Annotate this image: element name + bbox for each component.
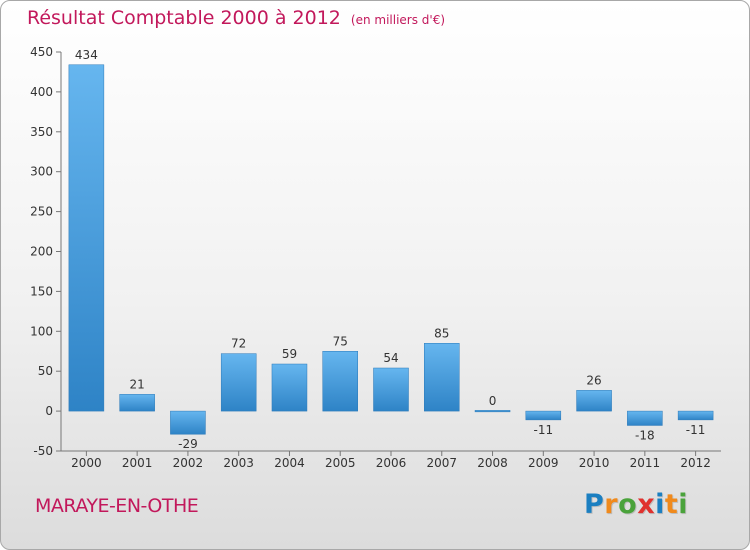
y-tick-label: -50 [33, 444, 53, 458]
x-tick-label: 2011 [630, 456, 661, 470]
x-tick-label: 2008 [477, 456, 508, 470]
x-tick-label: 2009 [528, 456, 559, 470]
logo-letter: x [637, 489, 656, 520]
y-tick-label: 400 [30, 85, 53, 99]
bar [677, 410, 714, 421]
bar [627, 410, 663, 426]
logo-letter: i [655, 489, 665, 520]
bar [576, 390, 612, 412]
bar [525, 410, 562, 421]
x-tick-label: 2002 [173, 456, 204, 470]
y-tick-label: 50 [38, 364, 53, 378]
chart-title: Résultat Comptable 2000 à 2012 (en millie… [27, 7, 445, 29]
y-tick-label: 250 [30, 205, 53, 219]
x-tick-label: 2001 [122, 456, 153, 470]
data-label: 85 [434, 326, 449, 340]
bar [322, 351, 358, 412]
x-tick-label: 2012 [680, 456, 711, 470]
bar [220, 353, 257, 412]
data-label: 59 [282, 347, 297, 361]
data-label: -18 [635, 428, 655, 442]
bar [170, 410, 206, 435]
data-label: 21 [130, 377, 145, 391]
data-label: -11 [534, 423, 554, 437]
data-label: 26 [586, 373, 601, 387]
bar [271, 363, 308, 412]
x-tick-label: 2000 [71, 456, 102, 470]
y-tick-label: 450 [30, 45, 53, 59]
bar [474, 410, 511, 413]
y-tick-label: 0 [45, 404, 53, 418]
x-tick-label: 2003 [223, 456, 254, 470]
logo-letter: t [664, 489, 679, 520]
bar [119, 394, 155, 412]
y-tick-label: 350 [30, 125, 53, 139]
data-label: -11 [686, 423, 706, 437]
data-label: 0 [489, 394, 497, 408]
data-label: 75 [333, 334, 348, 348]
x-tick-label: 2010 [579, 456, 610, 470]
y-tick-label: 150 [30, 284, 53, 298]
bar [424, 343, 460, 412]
logo-letter: i [678, 489, 689, 520]
logo-letter: P [584, 489, 605, 520]
y-tick-label: 300 [30, 165, 53, 179]
x-tick-label: 2006 [376, 456, 407, 470]
location-name: MARAYE-EN-OTHE [35, 495, 199, 517]
data-label: -29 [178, 437, 198, 451]
data-label: 54 [383, 351, 398, 365]
chart-subtitle: (en milliers d'€) [350, 13, 446, 27]
title-text: Résultat Comptable 2000 à 2012 [27, 7, 341, 29]
x-tick-label: 2005 [325, 456, 356, 470]
x-tick-label: 2004 [274, 456, 305, 470]
data-label: 434 [75, 48, 98, 62]
logo-letter: r [604, 489, 619, 520]
bar [373, 367, 409, 412]
y-tick-label: 200 [30, 245, 53, 259]
logo-letter: o [618, 489, 638, 520]
x-tick-label: 2007 [426, 456, 457, 470]
bar [68, 64, 105, 412]
proxiti-logo: Proxiti [584, 489, 688, 520]
data-label: 72 [231, 337, 246, 351]
y-tick-label: 100 [30, 324, 53, 338]
